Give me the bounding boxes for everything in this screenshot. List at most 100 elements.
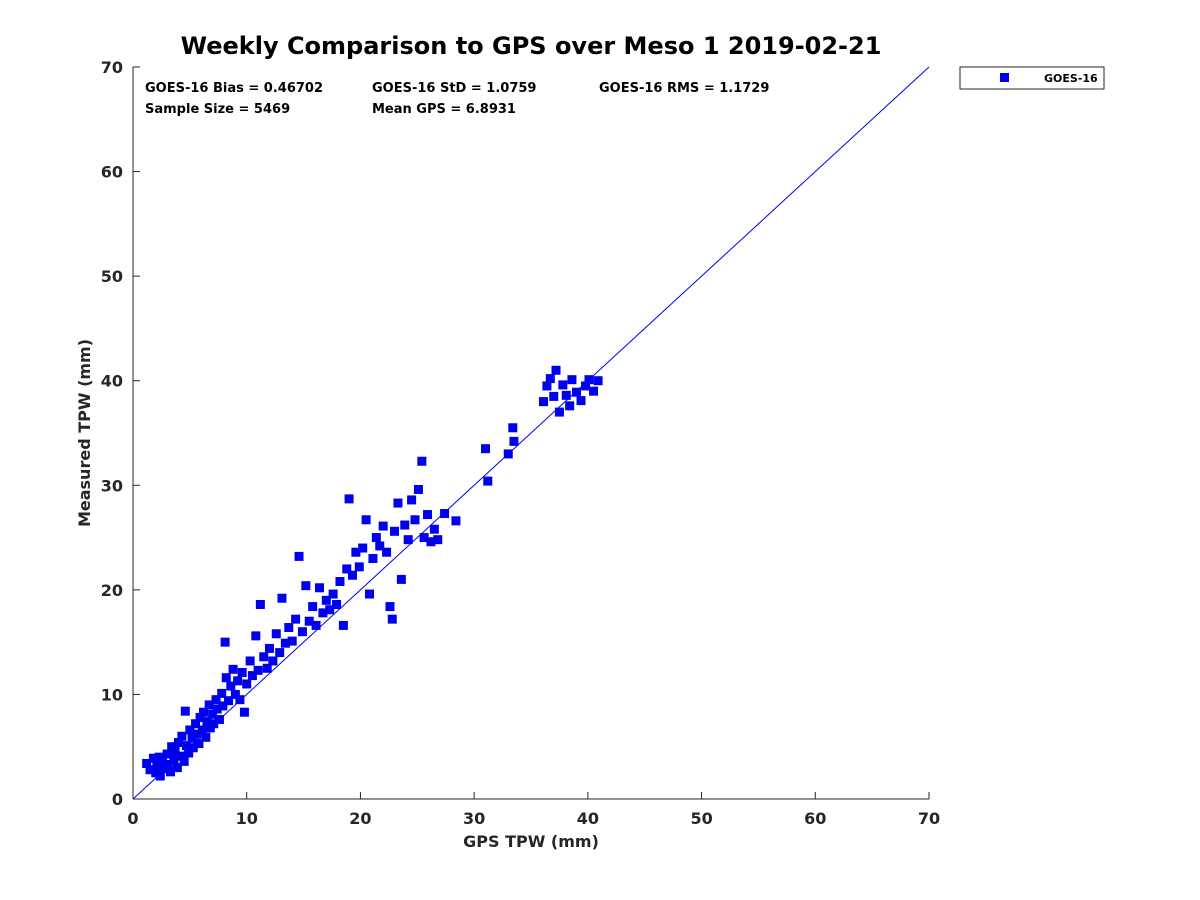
data-point: [233, 676, 243, 686]
data-point: [212, 704, 222, 714]
data-point: [204, 700, 214, 710]
data-point: [155, 771, 165, 781]
data-point: [440, 509, 450, 519]
data-point: [176, 751, 186, 761]
data-point: [358, 543, 368, 553]
stat-bias: GOES-16 Bias = 0.46702: [145, 81, 323, 96]
data-point: [368, 553, 378, 563]
data-point: [262, 663, 272, 673]
data-point: [166, 767, 176, 777]
data-point: [581, 381, 591, 391]
data-point: [297, 627, 307, 637]
data-point: [179, 756, 189, 766]
data-point: [410, 515, 420, 525]
data-point: [419, 533, 429, 543]
data-point: [593, 376, 603, 386]
y-tick-label: 60: [101, 163, 123, 182]
stats-block: GOES-16 Bias = 0.46702 GOES-16 StD = 1.0…: [145, 81, 769, 117]
data-point: [209, 719, 219, 729]
data-point: [558, 380, 568, 390]
data-point: [247, 671, 257, 681]
y-tick-label: 0: [112, 790, 123, 809]
data-point: [325, 605, 335, 615]
data-point: [228, 664, 238, 674]
data-point: [382, 547, 392, 557]
data-point: [214, 715, 224, 725]
data-point: [148, 753, 158, 763]
data-point: [191, 719, 201, 729]
data-point: [221, 673, 231, 683]
x-tick-label: 30: [463, 809, 485, 828]
data-point: [407, 495, 417, 505]
reference-line-layer: [132, 66, 930, 800]
data-point: [338, 620, 348, 630]
data-point: [314, 583, 324, 593]
data-point: [218, 701, 228, 711]
data-point: [217, 688, 227, 698]
data-point: [255, 599, 265, 609]
data-point: [152, 762, 162, 772]
data-point: [545, 374, 555, 384]
data-point: [226, 681, 236, 691]
data-point: [321, 595, 331, 605]
data-point: [264, 643, 274, 653]
data-point: [565, 401, 575, 411]
data-point: [142, 758, 152, 768]
data-point: [291, 614, 301, 624]
data-point: [539, 397, 549, 407]
data-point: [396, 574, 406, 584]
stat-sample-size: Sample Size = 5469: [145, 102, 290, 117]
data-point: [567, 375, 577, 385]
data-point: [451, 516, 461, 526]
data-point: [551, 365, 561, 375]
data-point: [275, 648, 285, 658]
plot-area: 0 10 20 30 40 50 60 70 0 10 20 30 40 50 60 70: [101, 58, 940, 828]
y-tick-label: 70: [101, 58, 123, 77]
chart-title: Weekly Comparison to GPS over Meso 1 201…: [181, 32, 882, 60]
data-point: [481, 444, 491, 454]
data-point: [589, 386, 599, 396]
data-point: [195, 712, 205, 722]
data-point: [378, 521, 388, 531]
data-point: [185, 725, 195, 735]
data-point: [304, 616, 314, 626]
data-point: [549, 391, 559, 401]
data-point: [169, 754, 179, 764]
data-point: [199, 707, 209, 717]
data-point: [277, 593, 287, 603]
data-point: [224, 696, 234, 706]
data-point: [239, 707, 249, 717]
data-point: [328, 589, 338, 599]
data-point: [375, 541, 385, 551]
data-point: [184, 748, 194, 758]
data-point: [173, 738, 183, 748]
data-point: [245, 656, 255, 666]
y-tick-label: 10: [101, 685, 123, 704]
data-point: [180, 706, 190, 716]
legend-marker-goes-16: [1000, 73, 1009, 82]
data-point: [509, 436, 519, 446]
data-point: [294, 551, 304, 561]
data-point: [503, 449, 513, 459]
data-point: [211, 695, 221, 705]
data-point: [220, 637, 230, 647]
data-point: [361, 515, 371, 525]
data-point: [584, 375, 594, 385]
data-point: [230, 689, 240, 699]
y-tick-label: 40: [101, 372, 123, 391]
data-point: [561, 390, 571, 400]
data-point: [271, 629, 281, 639]
data-point: [251, 631, 261, 641]
data-point: [423, 510, 433, 520]
data-point: [202, 717, 212, 727]
data-point: [332, 599, 342, 609]
y-tick-label: 50: [101, 267, 123, 286]
data-point: [280, 638, 290, 648]
data-point: [385, 602, 395, 612]
data-point: [253, 665, 263, 675]
data-point: [426, 537, 436, 547]
x-tick-label: 50: [690, 809, 712, 828]
data-point: [188, 743, 198, 753]
stat-std: GOES-16 StD = 1.0759: [372, 81, 536, 96]
